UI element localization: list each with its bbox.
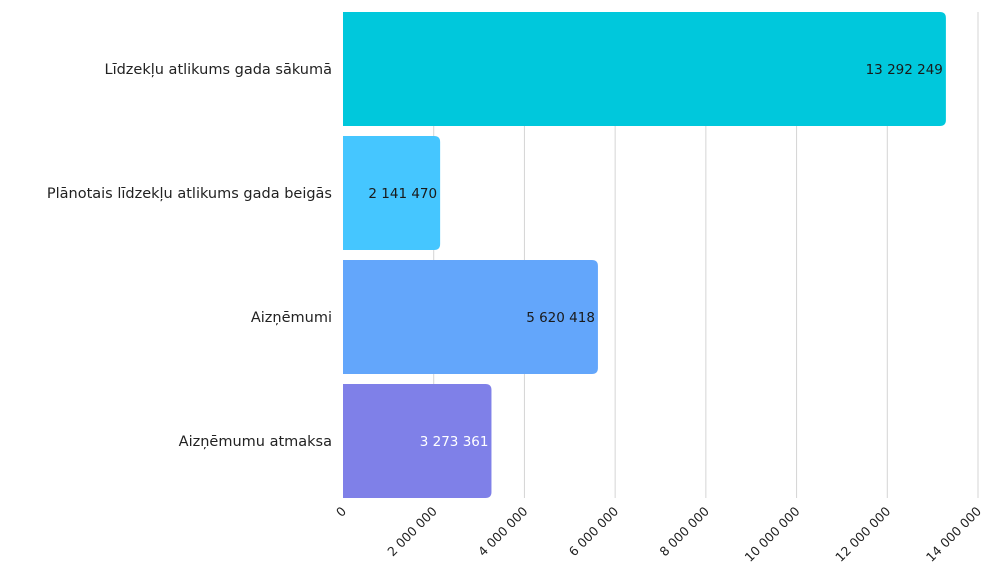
x-tick-label: 14 000 000: [923, 503, 984, 564]
category-label: Plānotais līdzekļu atlikums gada beigās: [47, 186, 332, 202]
x-tick-label: 2 000 000: [384, 503, 440, 559]
data-labels: 13 292 249 2 141 470 5 620 418 3 273 361: [368, 62, 942, 450]
bar: [343, 12, 946, 126]
x-tick-label: 10 000 000: [741, 503, 802, 564]
bar: [343, 384, 492, 498]
category-label: Līdzekļu atlikums gada sākumā: [104, 62, 332, 78]
data-label: 2 141 470: [368, 186, 437, 202]
x-tick-label: 0: [333, 503, 349, 519]
bar: [343, 260, 598, 374]
category-labels: Līdzekļu atlikums gada sākumā Plānotais l…: [47, 62, 332, 450]
data-label: 3 273 361: [420, 434, 489, 450]
bar: [343, 136, 441, 250]
category-label: Aizņēmumu atmaksa: [179, 434, 332, 450]
category-label: Aizņēmumi: [251, 310, 332, 326]
x-tick-label: 8 000 000: [656, 503, 712, 559]
x-axis-tick-labels: 0 2 000 000 4 000 000 6 000 000 8 000 000 10 …: [333, 503, 984, 564]
x-tick-label: 12 000 000: [832, 503, 893, 564]
bars: [343, 12, 946, 498]
data-label: 13 292 249: [866, 62, 943, 78]
data-label: 5 620 418: [526, 310, 595, 326]
x-tick-label: 4 000 000: [475, 503, 531, 559]
x-tick-label: 6 000 000: [566, 503, 622, 559]
